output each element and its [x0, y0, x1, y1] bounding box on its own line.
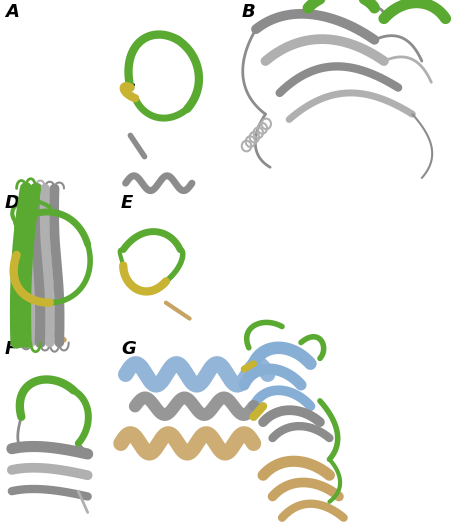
Text: C: C	[121, 82, 134, 100]
Text: A: A	[5, 3, 18, 21]
Text: E: E	[121, 194, 133, 212]
Text: B: B	[242, 3, 255, 21]
Text: D: D	[5, 194, 20, 212]
Text: G: G	[121, 340, 136, 358]
Text: F: F	[5, 340, 17, 358]
